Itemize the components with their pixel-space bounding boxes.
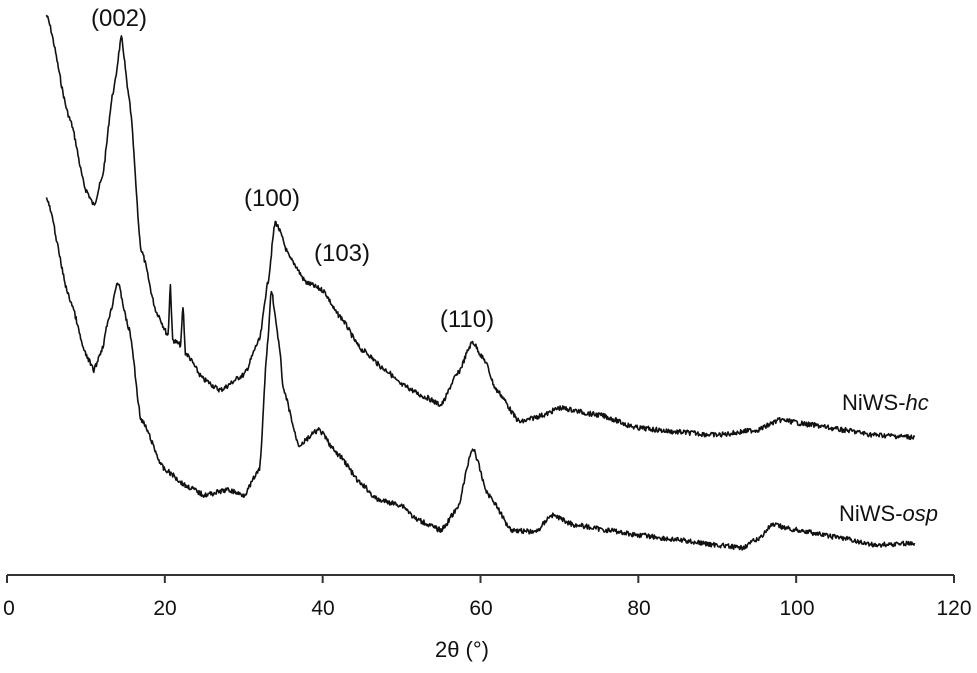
peak-label-100: (100)	[243, 185, 301, 212]
series-label-hc: NiWS-hc	[842, 392, 929, 414]
x-tick-label-0: 0	[3, 597, 15, 620]
x-tick-label-120: 120	[936, 597, 972, 620]
series-label-osp-prefix: NiWS-	[839, 501, 903, 526]
x-tick-label-100: 100	[779, 597, 815, 620]
x-tick-label-40: 40	[311, 597, 335, 620]
series-label-hc-suffix: hc	[905, 390, 929, 415]
peak-label-103: (103)	[313, 240, 371, 267]
series-line-hc	[45, 14, 916, 441]
series-label-osp-suffix: osp	[902, 501, 939, 526]
peak-label-002: (002)	[90, 5, 148, 32]
curves-group	[45, 14, 916, 551]
x-axis	[6, 574, 955, 583]
peak-label-110: (110)	[439, 306, 495, 333]
x-tick-label-60: 60	[469, 597, 493, 620]
x-tick-label-80: 80	[627, 597, 651, 620]
x-axis-title: 2θ (°)	[434, 637, 490, 662]
series-line-osp	[45, 197, 916, 551]
series-label-osp: NiWS-osp	[839, 503, 938, 525]
x-tick-label-20: 20	[153, 597, 177, 620]
series-label-hc-prefix: NiWS-	[842, 390, 906, 415]
